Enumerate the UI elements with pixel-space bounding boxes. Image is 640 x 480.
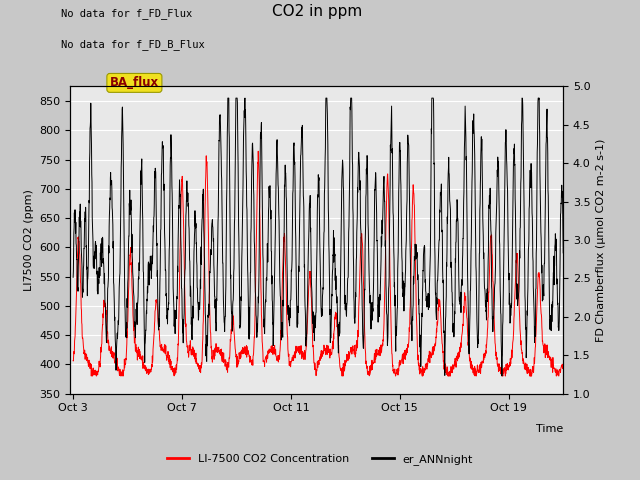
Text: CO2 in ppm: CO2 in ppm <box>271 4 362 19</box>
Legend: LI-7500 CO2 Concentration, er_ANNnight: LI-7500 CO2 Concentration, er_ANNnight <box>163 450 477 469</box>
Y-axis label: FD Chamberflux (μmol CO2 m-2 s-1): FD Chamberflux (μmol CO2 m-2 s-1) <box>596 138 606 342</box>
Text: No data for f_FD_B_Flux: No data for f_FD_B_Flux <box>61 38 204 49</box>
Y-axis label: LI7500 CO2 (ppm): LI7500 CO2 (ppm) <box>24 189 34 291</box>
Text: No data for f_FD_Flux: No data for f_FD_Flux <box>61 8 192 19</box>
Text: Time: Time <box>536 424 563 434</box>
Text: BA_flux: BA_flux <box>110 76 159 89</box>
